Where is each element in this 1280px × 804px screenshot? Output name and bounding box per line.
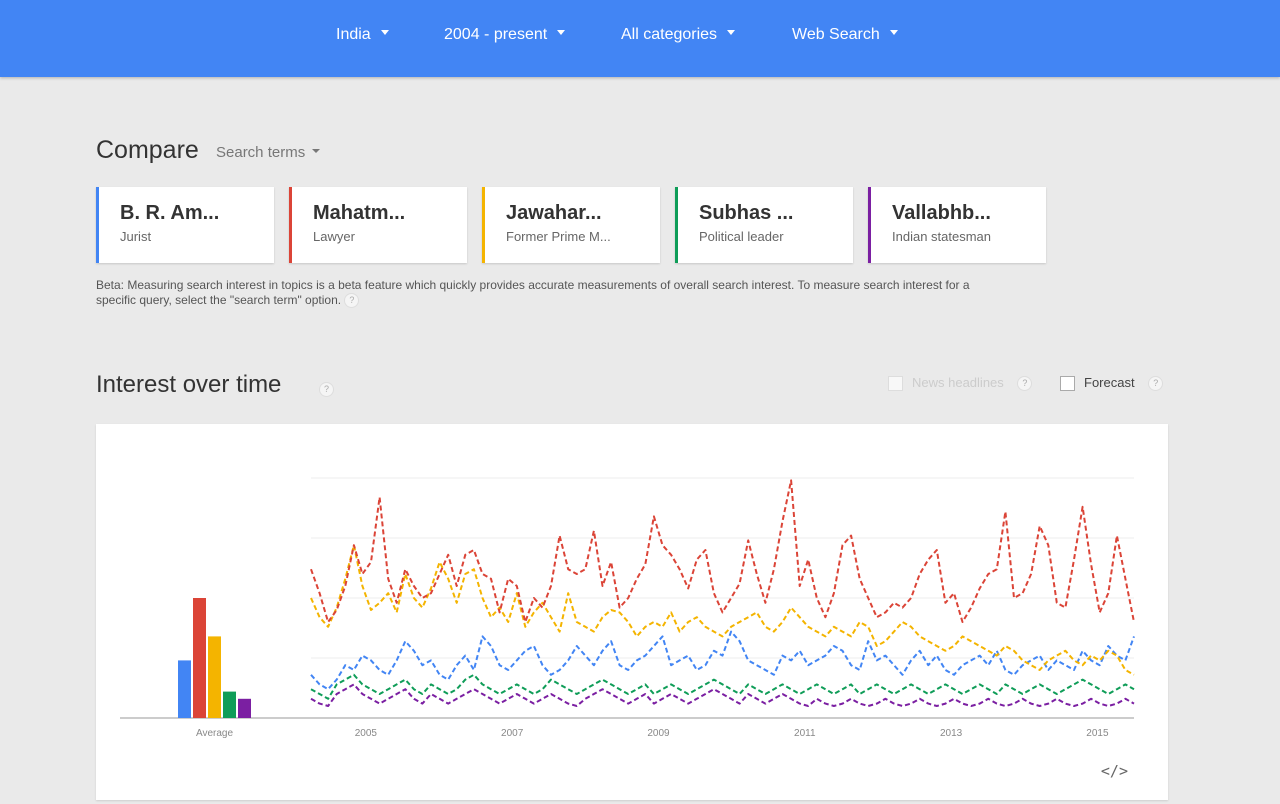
term-name: Vallabhb... <box>892 202 991 224</box>
x-tick-label: 2011 <box>794 728 816 739</box>
term-color-bar <box>868 187 871 263</box>
term-description: Jurist <box>120 229 152 244</box>
series-line <box>310 544 1135 676</box>
timeframe-dropdown[interactable]: 2004 - present <box>444 24 566 46</box>
series-line <box>310 479 1135 623</box>
term-description: Political leader <box>699 229 784 244</box>
beta-notice: Beta: Measuring search interest in topic… <box>96 278 976 309</box>
series-line <box>310 683 1135 707</box>
term-description: Lawyer <box>313 229 355 244</box>
x-tick-label: 2013 <box>940 728 963 739</box>
series-line <box>310 630 1135 691</box>
interest-chart-svg: Average 2005 2007 2009 2011 2013 2015 <box>120 477 1135 739</box>
caret-down-icon <box>380 30 389 36</box>
forecast-label: Forecast <box>1084 375 1135 390</box>
term-name: Jawahar... <box>506 202 602 224</box>
term-name: Mahatm... <box>313 202 406 224</box>
help-icon[interactable]: ? <box>1148 376 1164 392</box>
average-bar <box>208 636 221 718</box>
series-line <box>310 673 1135 700</box>
average-bar <box>238 698 251 718</box>
x-tick-label: 2015 <box>1086 728 1109 739</box>
term-name: Subhas ... <box>699 202 794 224</box>
news-headlines-label: News headlines <box>912 375 1004 390</box>
caret-down-icon <box>889 30 898 36</box>
term-description: Former Prime M... <box>506 229 611 244</box>
search-type-label: Web Search <box>792 26 880 43</box>
term-color-bar <box>96 187 99 263</box>
average-bar <box>193 598 206 718</box>
beta-text: Beta: Measuring search interest in topic… <box>96 278 970 307</box>
timeframe-label: 2004 - present <box>444 26 548 43</box>
caret-down-icon <box>557 30 566 36</box>
category-label: All categories <box>621 26 718 43</box>
caret-down-icon <box>727 30 736 36</box>
top-bar: India 2004 - present All categories Web … <box>0 0 1280 77</box>
region-dropdown[interactable]: India <box>336 24 389 46</box>
term-description: Indian statesman <box>892 229 992 244</box>
help-icon[interactable]: ? <box>1017 376 1033 392</box>
average-label: Average <box>196 728 234 739</box>
region-label: India <box>336 26 371 43</box>
x-tick-label: 2005 <box>355 728 378 739</box>
forecast-checkbox[interactable] <box>1060 376 1075 392</box>
search-terms-dropdown[interactable]: Search terms <box>216 144 321 161</box>
term-color-bar <box>289 187 292 263</box>
term-card-1[interactable]: B. R. Am... Jurist <box>96 187 274 263</box>
interest-over-time-title: Interest over time <box>96 371 282 398</box>
interest-chart: Average 2005 2007 2009 2011 2013 2015 </> <box>96 424 1168 800</box>
average-bar <box>223 691 236 718</box>
news-headlines-checkbox[interactable] <box>888 376 903 392</box>
x-tick-label: 2007 <box>501 728 524 739</box>
term-color-bar <box>675 187 678 263</box>
term-card-4[interactable]: Subhas ... Political leader <box>675 187 853 263</box>
search-terms-label: Search terms <box>216 144 306 161</box>
term-card-2[interactable]: Mahatm... Lawyer <box>289 187 467 263</box>
compare-title: Compare <box>96 136 199 164</box>
average-bar <box>178 660 191 718</box>
term-color-bar <box>482 187 485 263</box>
term-card-3[interactable]: Jawahar... Former Prime M... <box>482 187 660 263</box>
category-dropdown[interactable]: All categories <box>621 24 736 46</box>
search-type-dropdown[interactable]: Web Search <box>792 24 898 46</box>
term-name: B. R. Am... <box>120 202 220 224</box>
help-icon[interactable]: ? <box>344 293 360 309</box>
x-tick-label: 2009 <box>647 728 670 739</box>
term-card-5[interactable]: Vallabhb... Indian statesman <box>868 187 1046 263</box>
news-headlines-toggle[interactable]: News headlines ? <box>888 375 1033 392</box>
caret-down-icon <box>312 149 321 154</box>
help-icon[interactable]: ? <box>319 382 334 397</box>
forecast-toggle[interactable]: Forecast ? <box>1060 375 1164 392</box>
embed-code-button[interactable]: </> <box>1100 762 1128 780</box>
